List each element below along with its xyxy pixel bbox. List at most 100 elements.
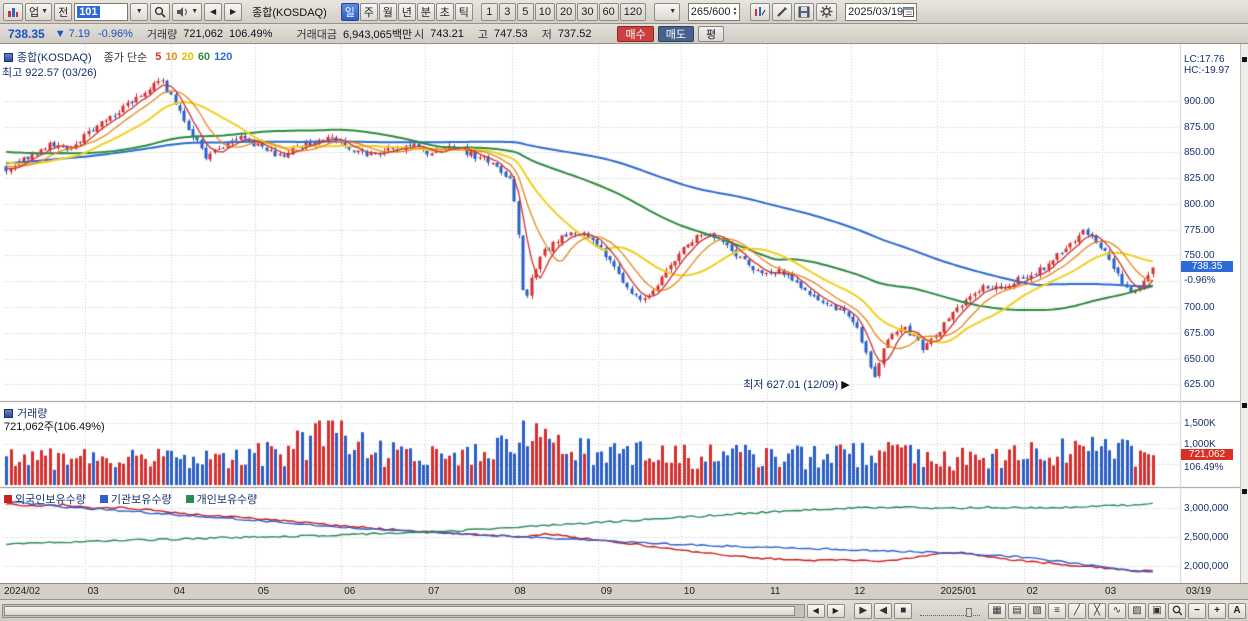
period-button-주[interactable]: 주 xyxy=(359,2,378,21)
price-axis-label: 650.00 xyxy=(1184,353,1215,365)
chart-canvas[interactable] xyxy=(0,44,1248,583)
compare-button[interactable]: ≡ xyxy=(1048,602,1066,619)
cross-tool-button[interactable]: ╳ xyxy=(1088,602,1106,619)
interval-button-10[interactable]: 10 xyxy=(534,2,556,21)
buy-button[interactable]: 매수 xyxy=(617,25,654,42)
window-menu-button[interactable] xyxy=(3,2,23,21)
legend-swatch-icon xyxy=(99,495,108,503)
x-axis-label: 06 xyxy=(344,586,356,597)
scroll-left-button[interactable]: ◀ xyxy=(806,603,825,618)
interval-button-5[interactable]: 5 xyxy=(516,2,534,21)
zoom-slider[interactable] xyxy=(920,606,980,617)
ma-legend: 5 10 20 60 120 xyxy=(151,51,232,63)
last-price: 738.35 xyxy=(8,26,45,41)
save-icon xyxy=(798,6,810,17)
current-price-percent: -0.96% xyxy=(1184,274,1216,286)
code-dropdown-button[interactable]: ▼ xyxy=(130,2,149,21)
auto-scale-button[interactable]: A xyxy=(1228,602,1246,619)
gear-icon xyxy=(820,5,833,18)
date-picker[interactable]: 2025/03/19 xyxy=(845,2,918,21)
period-button-틱[interactable]: 틱 xyxy=(454,2,473,21)
interval-button-60[interactable]: 60 xyxy=(598,2,619,21)
interval-button-20[interactable]: 20 xyxy=(556,2,577,21)
x-axis-label: 2025/01 xyxy=(940,586,977,597)
ma-period-10: 10 xyxy=(165,51,178,63)
symbol-code-input[interactable]: 101 xyxy=(74,2,129,21)
chart-scrollbar[interactable] xyxy=(2,603,805,618)
spinner-icons[interactable]: ▲ ▼ xyxy=(732,6,738,17)
symbol-search-button[interactable] xyxy=(150,2,171,21)
period-button-년[interactable]: 년 xyxy=(397,2,416,21)
splitter-handle-icon[interactable] xyxy=(1242,57,1247,62)
prev-symbol-button[interactable]: ◀ xyxy=(204,2,223,21)
price-axis-label: 700.00 xyxy=(1184,302,1215,314)
price-axis-label: 875.00 xyxy=(1184,121,1215,133)
magnifier-button[interactable] xyxy=(1168,602,1186,619)
spin-down-icon: ▼ xyxy=(732,10,738,17)
interval-button-1[interactable]: 1 xyxy=(480,2,498,21)
zoom-out-button[interactable]: − xyxy=(1188,602,1206,619)
grid-chart-button[interactable]: ▦ xyxy=(988,602,1006,619)
jeon-button[interactable]: 전 xyxy=(54,2,73,21)
ma-period-5: 5 xyxy=(155,51,162,63)
back-button[interactable]: ◀ xyxy=(874,602,893,619)
zoom-slider-thumb[interactable] xyxy=(966,607,972,617)
magnifier-icon xyxy=(1172,605,1182,616)
chart-type-dropdown[interactable]: ▼ xyxy=(654,2,681,21)
scroll-right-button[interactable]: ▶ xyxy=(826,603,845,618)
interval-button-30[interactable]: 30 xyxy=(577,2,598,21)
pattern-button[interactable]: ▧ xyxy=(1028,602,1046,619)
ma-period-120: 120 xyxy=(214,51,233,63)
hatch-tool-button[interactable]: ▨ xyxy=(1128,602,1146,619)
x-axis-label: 05 xyxy=(257,586,270,597)
price-axis-label: 850.00 xyxy=(1184,147,1215,159)
save-layout-button[interactable]: ▣ xyxy=(1148,602,1166,619)
scrollbar-thumb[interactable] xyxy=(4,605,795,616)
panel-splitter-strip[interactable] xyxy=(1240,44,1248,583)
trendline-button[interactable]: ╱ xyxy=(1068,602,1086,619)
x-axis-label: 09 xyxy=(600,586,613,597)
hc-label: HC:-19.97 xyxy=(1184,65,1230,76)
change-value: 7.19 xyxy=(68,27,91,40)
jeon-label: 전 xyxy=(58,6,69,19)
splitter-handle-icon[interactable] xyxy=(1242,489,1247,494)
x-axis-label: 03 xyxy=(87,586,99,597)
volume-label: 거래량 xyxy=(146,28,178,41)
period-button-일[interactable]: 일 xyxy=(340,2,359,21)
chevron-down-icon: ▼ xyxy=(669,8,677,15)
ma-period-20: 20 xyxy=(181,51,194,63)
interval-button-120[interactable]: 120 xyxy=(619,2,647,21)
draw-tool-button[interactable] xyxy=(772,2,793,21)
compare-chart-button[interactable] xyxy=(750,2,771,21)
panel-icon xyxy=(4,408,13,418)
save-button[interactable] xyxy=(794,2,815,21)
wave-tool-button[interactable]: ∿ xyxy=(1108,602,1126,619)
stop-button[interactable]: ■ xyxy=(894,602,913,619)
minus-icon: − xyxy=(1194,605,1200,616)
bar-count-field[interactable]: 265/600 ▲ ▼ xyxy=(688,2,741,21)
right-arrow-icon: ▶ xyxy=(230,7,237,16)
next-symbol-button[interactable]: ▶ xyxy=(224,2,243,21)
interval-button-3[interactable]: 3 xyxy=(498,2,516,21)
avg-button[interactable]: 평 xyxy=(697,25,725,42)
settings-button[interactable] xyxy=(816,2,838,21)
play-button[interactable]: ▶ xyxy=(854,602,873,619)
value-amount: 6,943,065백만 xyxy=(342,28,413,41)
volume-value: 721,062 xyxy=(183,27,224,40)
period-button-월[interactable]: 월 xyxy=(378,2,397,21)
period-button-분[interactable]: 분 xyxy=(416,2,435,21)
x-axis-label: 02 xyxy=(1026,586,1038,597)
ma-legend-prefix: 종가 단순 xyxy=(103,52,148,64)
zoom-in-button[interactable]: + xyxy=(1208,602,1226,619)
low-label: 저 xyxy=(541,28,552,41)
market-dropdown[interactable]: 업 ▼ xyxy=(25,2,53,21)
panes-button[interactable]: ▤ xyxy=(1008,602,1026,619)
bar-count-value: 265/600 xyxy=(690,5,731,18)
lc-label: LC:17.76 xyxy=(1184,54,1225,65)
splitter-handle-icon[interactable] xyxy=(1242,403,1247,408)
price-axis-label: 825.00 xyxy=(1184,173,1215,185)
alert-sound-button[interactable]: ▼ xyxy=(172,2,203,21)
period-button-초[interactable]: 초 xyxy=(435,2,454,21)
sell-button[interactable]: 매도 xyxy=(657,25,694,42)
